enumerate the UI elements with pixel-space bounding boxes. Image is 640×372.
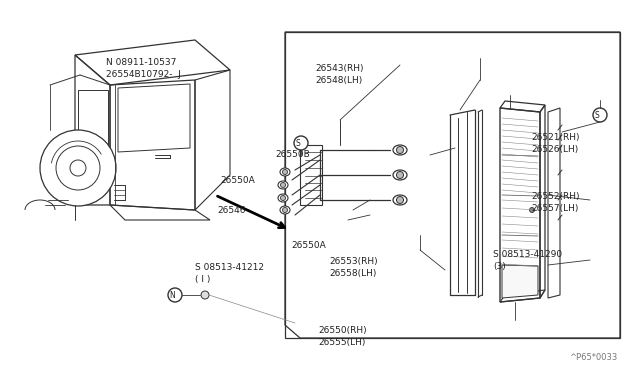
Text: 26550A: 26550A bbox=[291, 241, 326, 250]
Text: S: S bbox=[296, 138, 300, 148]
Text: N: N bbox=[169, 291, 175, 299]
Text: 26550(RH)
26555(LH): 26550(RH) 26555(LH) bbox=[318, 326, 367, 347]
Circle shape bbox=[282, 170, 287, 174]
Ellipse shape bbox=[393, 195, 407, 205]
Text: 26546: 26546 bbox=[218, 206, 246, 215]
Circle shape bbox=[282, 208, 287, 212]
Circle shape bbox=[201, 291, 209, 299]
Circle shape bbox=[280, 196, 285, 201]
Circle shape bbox=[168, 288, 182, 302]
Circle shape bbox=[56, 146, 100, 190]
Ellipse shape bbox=[278, 194, 288, 202]
Text: 26553(RH)
26558(LH): 26553(RH) 26558(LH) bbox=[330, 257, 378, 278]
Ellipse shape bbox=[278, 181, 288, 189]
Circle shape bbox=[529, 208, 534, 212]
Text: 26552(RH)
26557(LH): 26552(RH) 26557(LH) bbox=[531, 192, 580, 213]
Text: ^P65*0033: ^P65*0033 bbox=[569, 353, 617, 362]
Circle shape bbox=[593, 108, 607, 122]
Polygon shape bbox=[502, 265, 538, 298]
Circle shape bbox=[280, 183, 285, 187]
Text: S 08513-41290
(3): S 08513-41290 (3) bbox=[493, 250, 562, 271]
Ellipse shape bbox=[393, 145, 407, 155]
Ellipse shape bbox=[393, 170, 407, 180]
Circle shape bbox=[294, 136, 308, 150]
Text: S 08513-41212
( I ): S 08513-41212 ( I ) bbox=[195, 263, 264, 284]
Circle shape bbox=[397, 147, 403, 154]
Ellipse shape bbox=[280, 168, 290, 176]
Text: 26521(RH)
26526(LH): 26521(RH) 26526(LH) bbox=[531, 133, 580, 154]
Circle shape bbox=[397, 196, 403, 203]
Circle shape bbox=[397, 171, 403, 179]
Circle shape bbox=[70, 160, 86, 176]
Text: 26550A: 26550A bbox=[221, 176, 255, 185]
Circle shape bbox=[40, 130, 116, 206]
Text: 26550B: 26550B bbox=[275, 150, 310, 159]
Ellipse shape bbox=[280, 206, 290, 214]
Text: N 08911-10537
26554B10792-  J: N 08911-10537 26554B10792- J bbox=[106, 58, 180, 79]
Text: 26543(RH)
26548(LH): 26543(RH) 26548(LH) bbox=[315, 64, 364, 85]
Text: S: S bbox=[595, 110, 600, 119]
